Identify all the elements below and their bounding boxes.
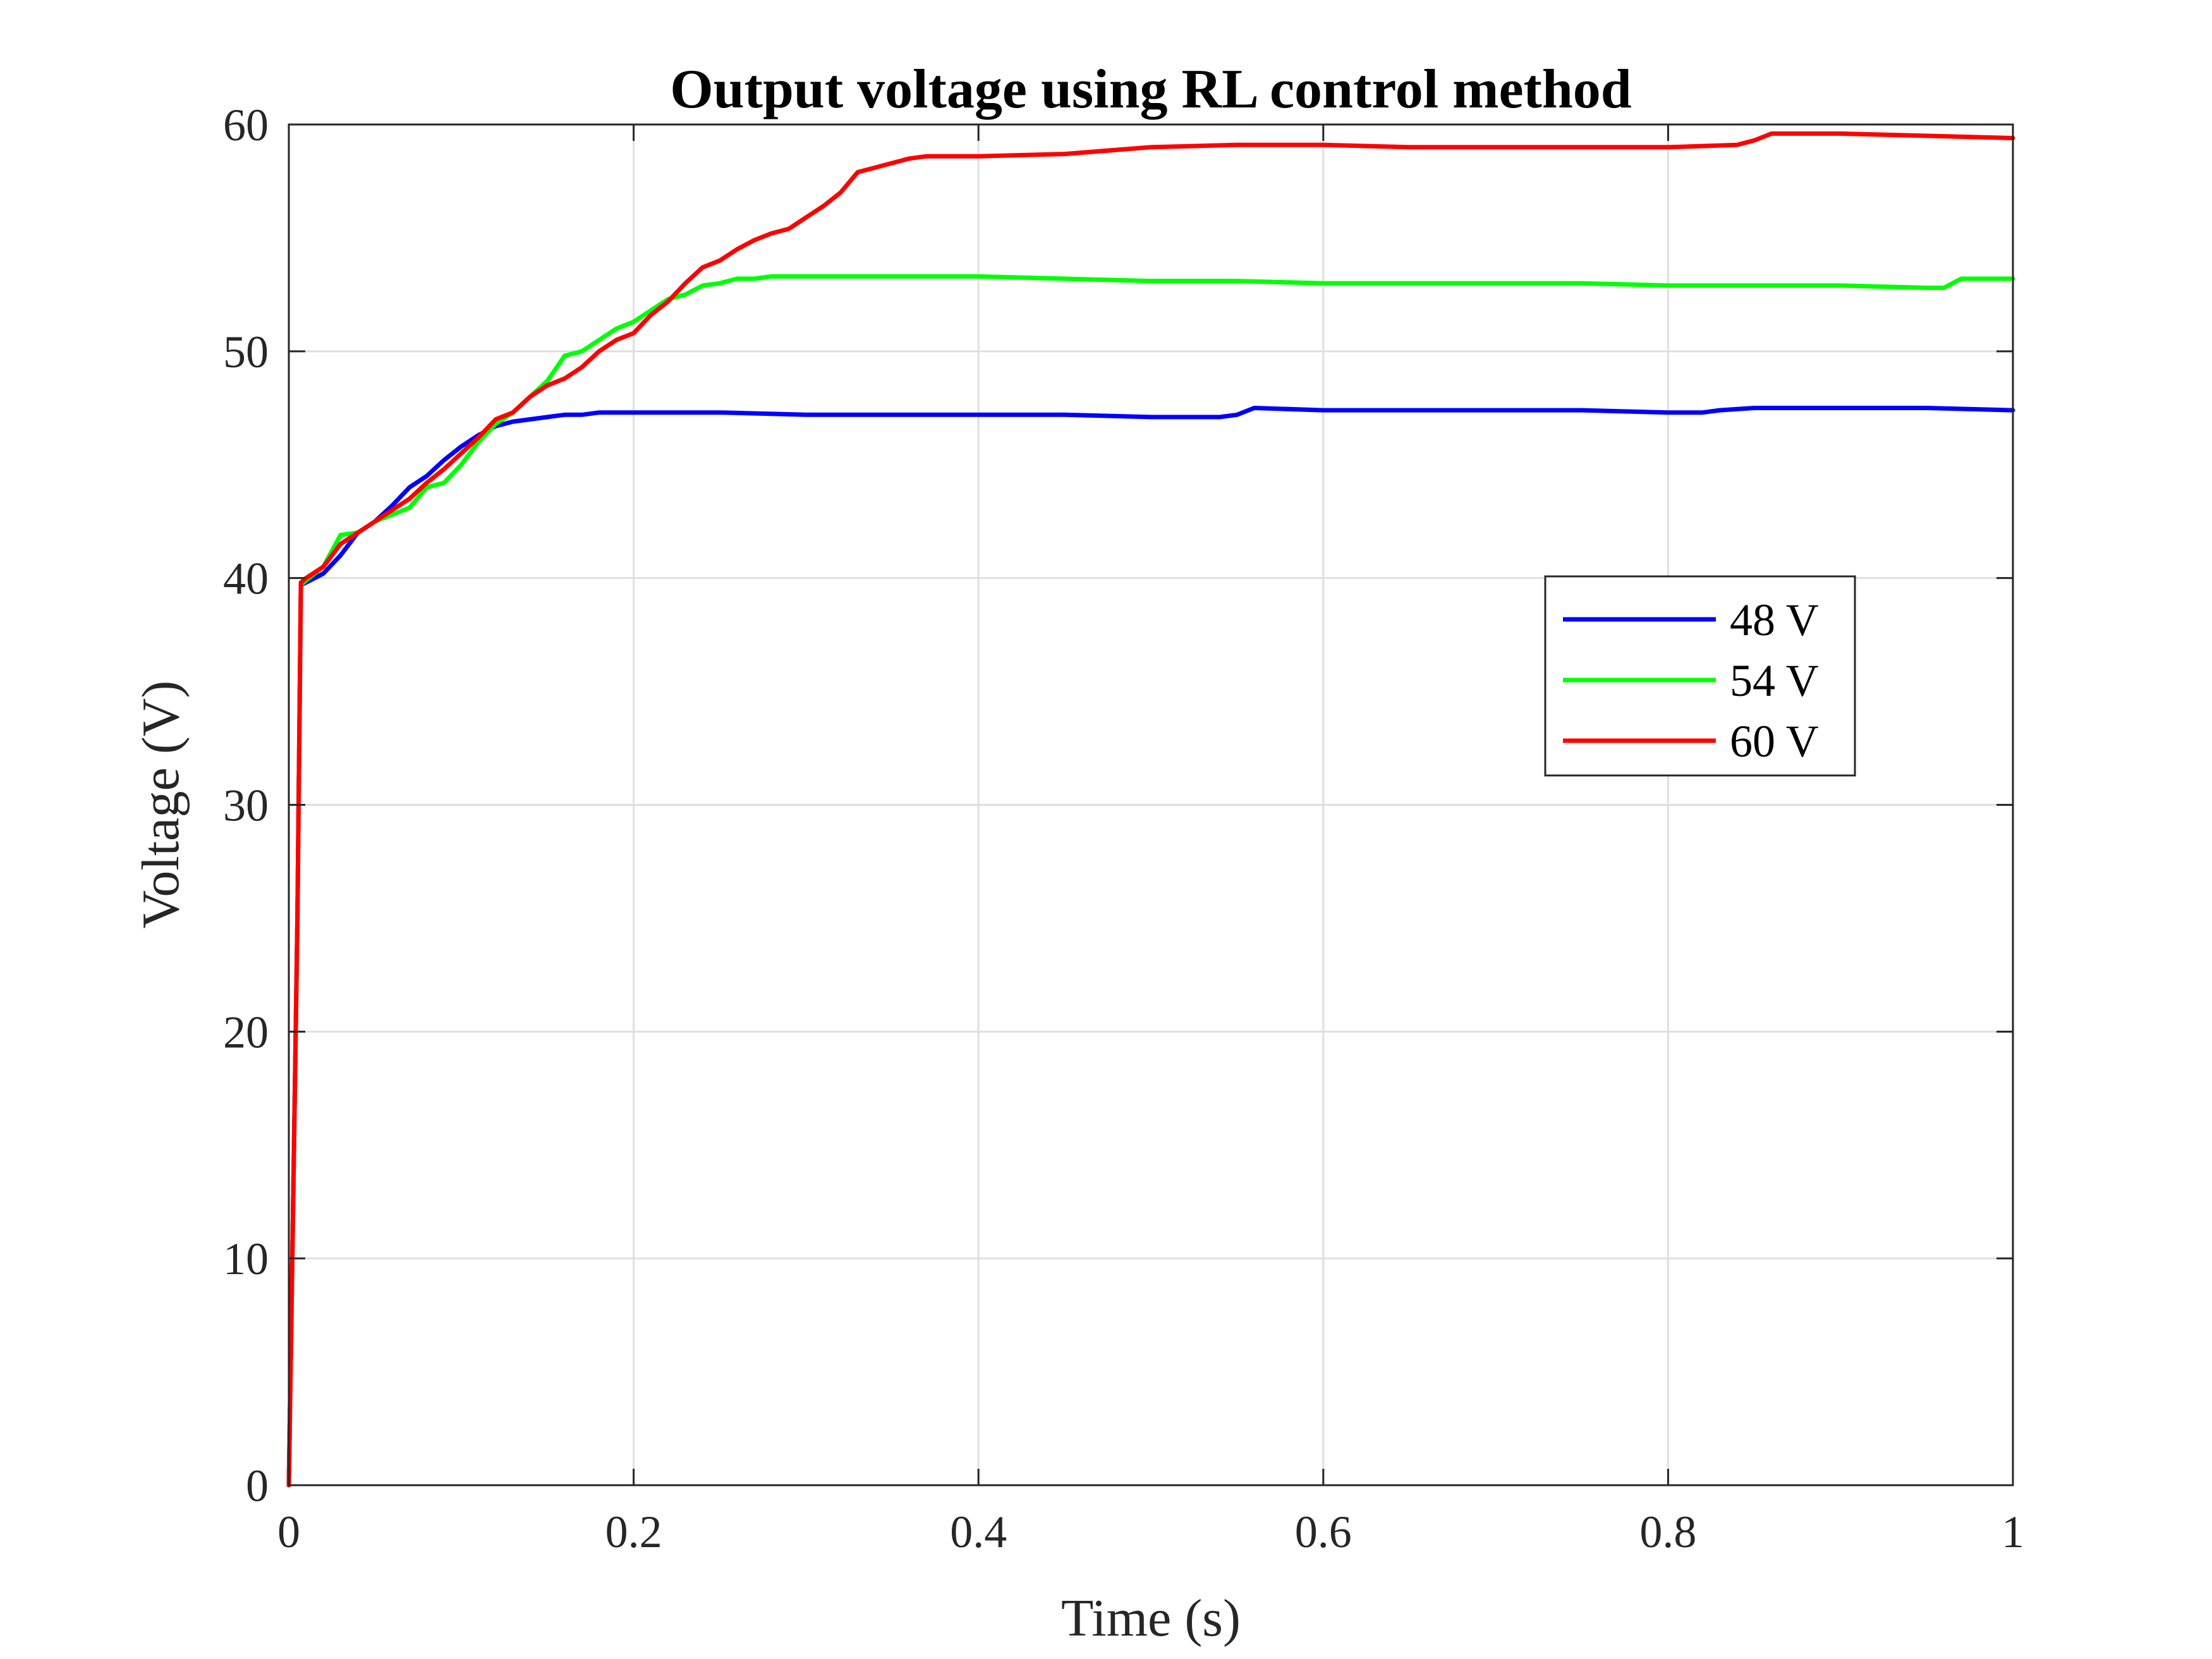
x-tick-label: 1 — [2002, 1507, 2024, 1557]
legend-label: 54 V — [1730, 655, 1819, 706]
x-tick-label: 0 — [277, 1507, 300, 1557]
y-axis-label: Voltage (V) — [131, 681, 190, 929]
x-tick-label: 0.6 — [1295, 1507, 1352, 1557]
y-tick-label: 50 — [223, 327, 269, 377]
legend-label: 48 V — [1730, 595, 1819, 645]
series-line-60-v — [286, 131, 2015, 1488]
legend-label: 60 V — [1730, 716, 1819, 767]
x-tick-label: 0.8 — [1639, 1507, 1696, 1557]
y-tick-label: 60 — [223, 100, 269, 150]
x-tick-label: 0.4 — [950, 1507, 1007, 1557]
y-tick-label: 30 — [223, 781, 269, 831]
legend: 48 V 54 V 60 V — [1544, 575, 1856, 777]
y-tick-label: 10 — [223, 1234, 269, 1284]
chart-title: Output voltage using RL control method — [670, 59, 1631, 120]
x-tick-label: 0.2 — [605, 1507, 662, 1557]
y-tick-label: 0 — [246, 1461, 269, 1511]
y-tick-label: 20 — [223, 1007, 269, 1057]
x-axis-label: Time (s) — [1061, 1589, 1241, 1648]
axes — [288, 123, 2014, 1486]
y-tick-label: 40 — [223, 554, 269, 604]
series-group — [286, 131, 2015, 1488]
